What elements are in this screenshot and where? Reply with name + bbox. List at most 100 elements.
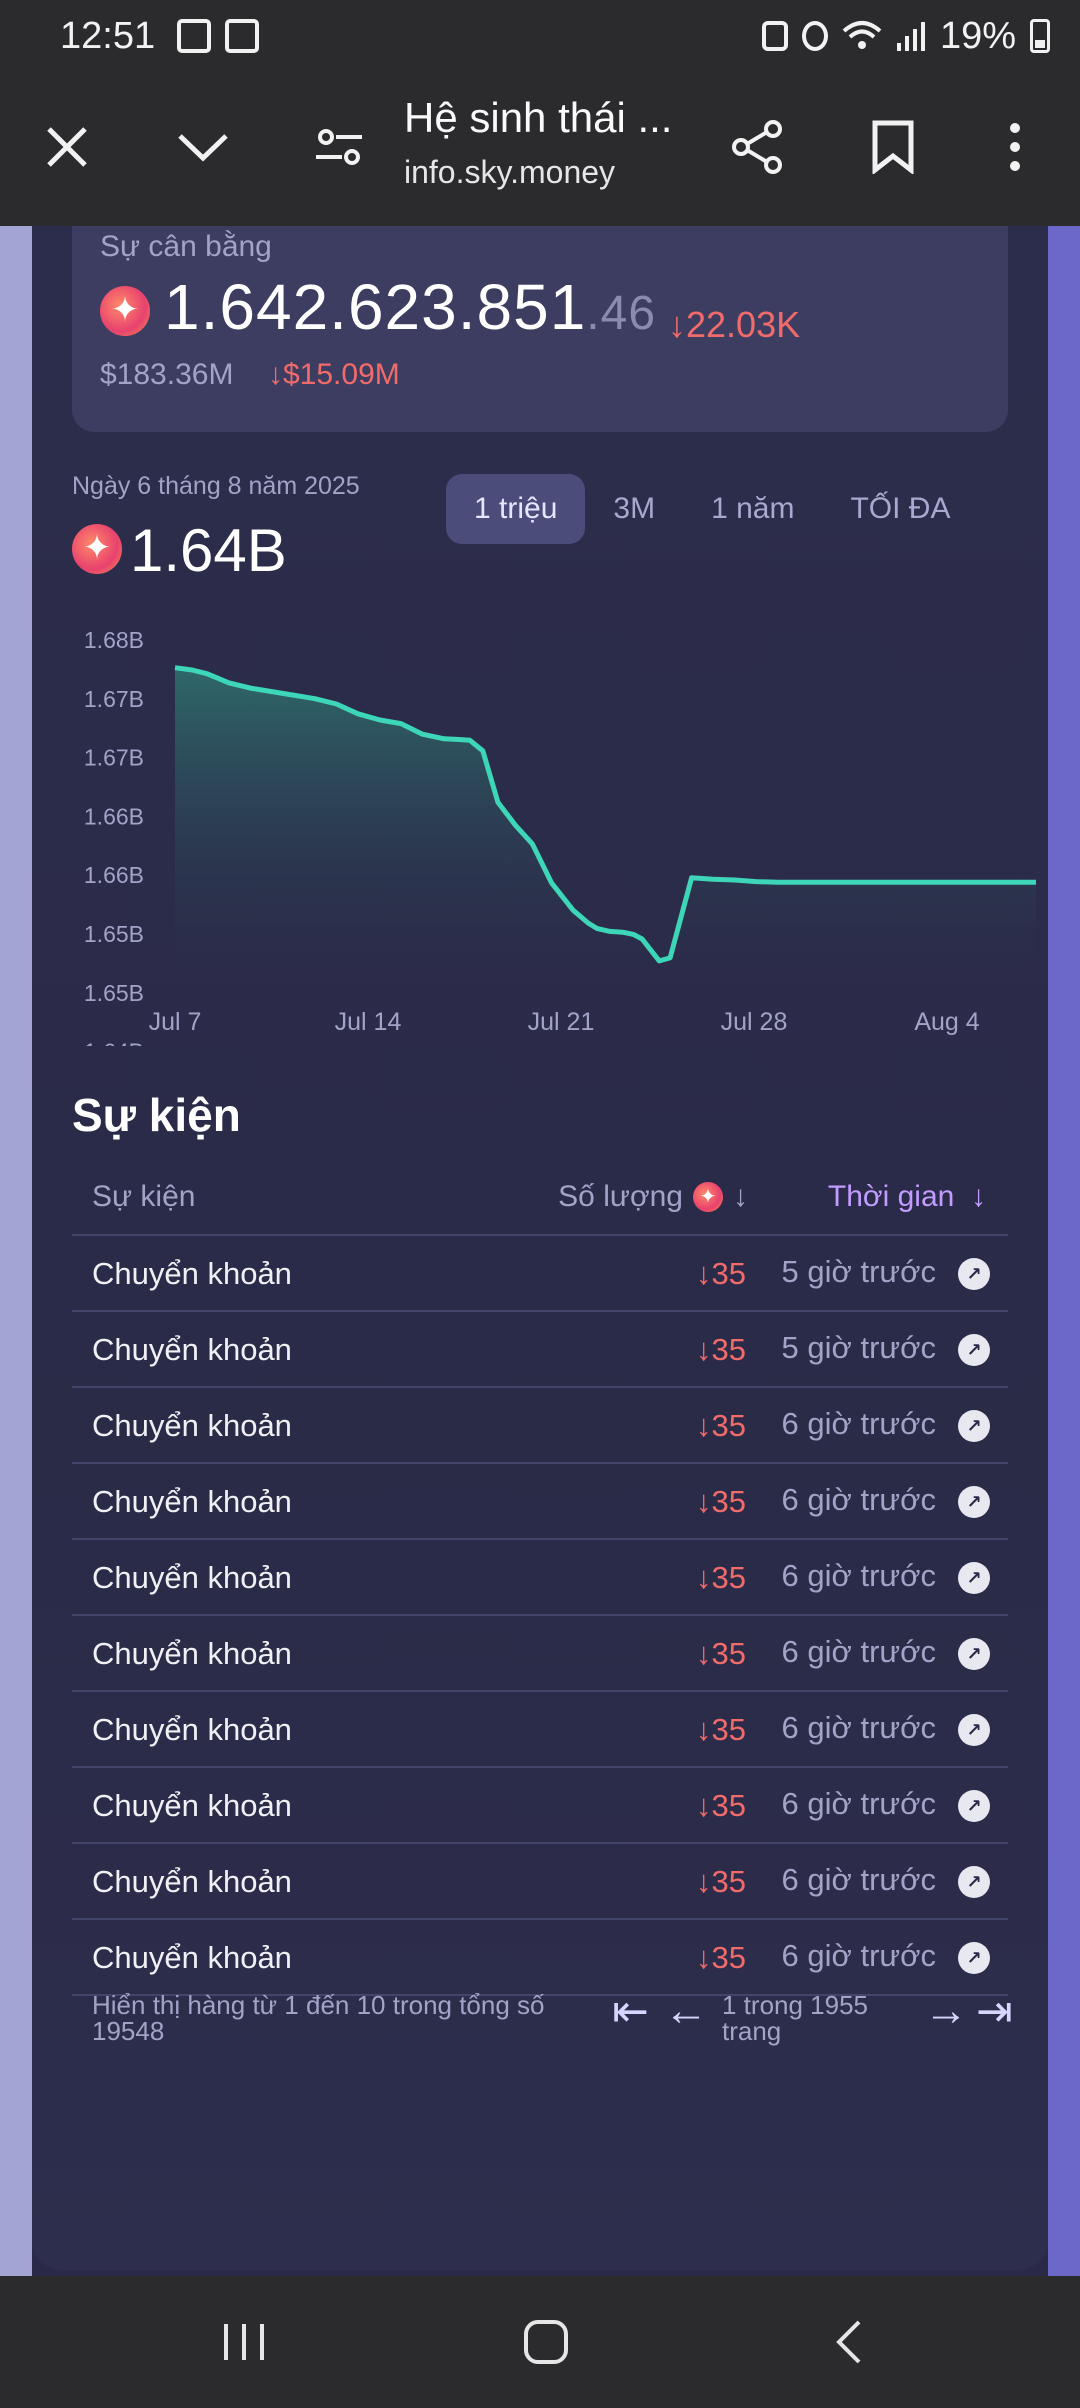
first-page-button[interactable]: ⇤ [612,1987,649,2036]
table-row[interactable]: Chuyển khoản ↓35 6 giờ trước ↗ [72,1388,1008,1464]
table-row[interactable]: Chuyển khoản ↓35 6 giờ trước ↗ [72,1844,1008,1920]
prev-page-button[interactable]: ← [664,1986,708,2035]
table-row[interactable]: Chuyển khoản ↓35 6 giờ trước ↗ [72,1768,1008,1844]
next-page-button[interactable]: → [924,1986,968,2035]
explorer-link-icon[interactable]: ↗ [958,1714,990,1746]
minimize-button[interactable] [168,112,238,182]
event-type: Chuyển khoản [92,1864,292,1899]
explorer-link-icon[interactable]: ↗ [958,1410,990,1442]
explorer-link-icon[interactable]: ↗ [958,1562,990,1594]
y-tick-label: 1.65B [84,921,144,947]
chevron-down-icon [178,134,228,162]
explorer-link-icon[interactable]: ↗ [958,1258,990,1290]
bookmark-button[interactable] [858,112,928,182]
event-time: 5 giờ trước [781,1254,936,1289]
calendar-icon [225,19,260,53]
nfc-icon [761,21,788,51]
more-options-button[interactable] [980,112,1050,182]
system-nav-bar [0,2276,1080,2408]
y-tick-label: 1.65B [84,980,144,1006]
events-title: Sự kiện [72,1089,241,1141]
table-row[interactable]: Chuyển khoản ↓35 6 giờ trước ↗ [72,1920,1008,1996]
explorer-link-icon[interactable]: ↗ [958,1942,990,1974]
site-settings-button[interactable] [304,112,374,182]
balance-value: 1.642.623.851.46 [164,270,656,344]
signal-icon [896,22,925,51]
y-tick-label: 1.67B [84,745,144,771]
balance-label: Sự cân bằng [100,230,272,263]
event-time: 6 giờ trước [781,1482,936,1517]
table-row[interactable]: Chuyển khoản ↓35 5 giờ trước ↗ [72,1236,1008,1312]
event-type: Chuyển khoản [92,1560,292,1595]
column-amount-label: Số lượng [558,1180,683,1213]
column-time-label: Thời gian [827,1180,955,1213]
event-amount: ↓35 [696,1940,746,1975]
explorer-link-icon[interactable]: ↗ [958,1638,990,1670]
chart-value: 1.64B [130,517,287,584]
page-url[interactable]: info.sky.money [404,154,616,190]
status-time: 12:51 [60,14,156,57]
table-row[interactable]: Chuyển khoản ↓35 6 giờ trước ↗ [72,1540,1008,1616]
battery-percent: 19% [939,14,1016,57]
event-amount: ↓35 [696,1560,746,1595]
explorer-link-icon[interactable]: ↗ [958,1334,990,1366]
chart-date: Ngày 6 tháng 8 năm 2025 [72,472,360,500]
page-info: 1 trong 1955 trang [722,1990,869,2046]
range-1y[interactable]: 1 năm [711,492,795,525]
explorer-link-icon[interactable]: ↗ [958,1486,990,1518]
table-row[interactable]: Chuyển khoản ↓35 6 giờ trước ↗ [72,1692,1008,1768]
last-page-button[interactable]: ⇥ [976,1987,1013,2036]
event-amount: ↓35 [696,1408,746,1443]
x-tick-label: Aug 4 [914,1008,979,1036]
home-button[interactable] [516,2312,576,2372]
battery-icon [1030,19,1050,53]
web-page: Sự cân bằng 1.642.623.851.46 ↓22.03K $18… [0,226,1080,2276]
share-button[interactable] [722,112,792,182]
table-row[interactable]: Chuyển khoản ↓35 5 giờ trước ↗ [72,1312,1008,1388]
x-tick-label: Jul 14 [335,1008,402,1036]
range-1m[interactable]: 1 triệu [446,474,586,544]
range-3m[interactable]: 3M [613,492,656,525]
table-row[interactable]: Chuyển khoản ↓35 6 giờ trước ↗ [72,1464,1008,1540]
recents-icon [224,2324,264,2360]
column-time[interactable]: Thời gian ↓ [828,1180,986,1214]
recents-button[interactable] [214,2312,274,2372]
event-type: Chuyển khoản [92,1408,292,1443]
table-row[interactable]: Chuyển khoản ↓35 6 giờ trước ↗ [72,1616,1008,1692]
balance-change: ↓22.03K [668,304,801,345]
x-tick-label: Jul 21 [528,1008,595,1036]
event-type: Chuyển khoản [92,1788,292,1823]
events-table-header: Sự kiện Số lượng ↓ Thời gian ↓ [72,1156,1008,1236]
range-selector: 1 triệu 3M 1 năm TỐI ĐA [446,474,978,544]
event-time: 6 giờ trước [781,1558,936,1593]
event-time: 5 giờ trước [781,1330,936,1365]
event-time: 6 giờ trước [781,1634,936,1669]
event-type: Chuyển khoản [92,1636,292,1671]
back-button[interactable] [818,2312,878,2372]
browser-toolbar: Hệ sinh thái ... info.sky.money [0,72,1080,226]
close-icon [47,127,87,167]
event-time: 6 giờ trước [781,1710,936,1745]
x-tick-label: Jul 28 [721,1008,788,1036]
column-amount[interactable]: Số lượng ↓ [558,1180,748,1214]
range-max[interactable]: TỐI ĐA [850,492,951,525]
chart-area [175,667,1036,976]
gallery-icon [177,19,212,53]
more-vert-icon [1010,123,1020,171]
event-amount: ↓35 [696,1712,746,1747]
explorer-link-icon[interactable]: ↗ [958,1790,990,1822]
token-icon [100,286,150,336]
event-type: Chuyển khoản [92,1332,292,1367]
event-time: 6 giờ trước [781,1862,936,1897]
y-tick-label: 1.68B [84,627,144,653]
balance-box: Sự cân bằng 1.642.623.851.46 ↓22.03K $18… [72,226,1008,432]
sort-arrow-icon: ↓ [733,1180,748,1213]
wifi-icon [842,21,882,49]
home-icon [524,2320,568,2364]
explorer-link-icon[interactable]: ↗ [958,1866,990,1898]
event-time: 6 giờ trước [781,1406,936,1441]
close-tab-button[interactable] [32,112,102,182]
event-amount: ↓35 [696,1256,746,1291]
events-table-body: Chuyển khoản ↓35 5 giờ trước ↗ Chuyển khoản ↓… [72,1236,1008,1996]
vault-card: Sự cân bằng 1.642.623.851.46 ↓22.03K $18… [32,226,1048,2270]
